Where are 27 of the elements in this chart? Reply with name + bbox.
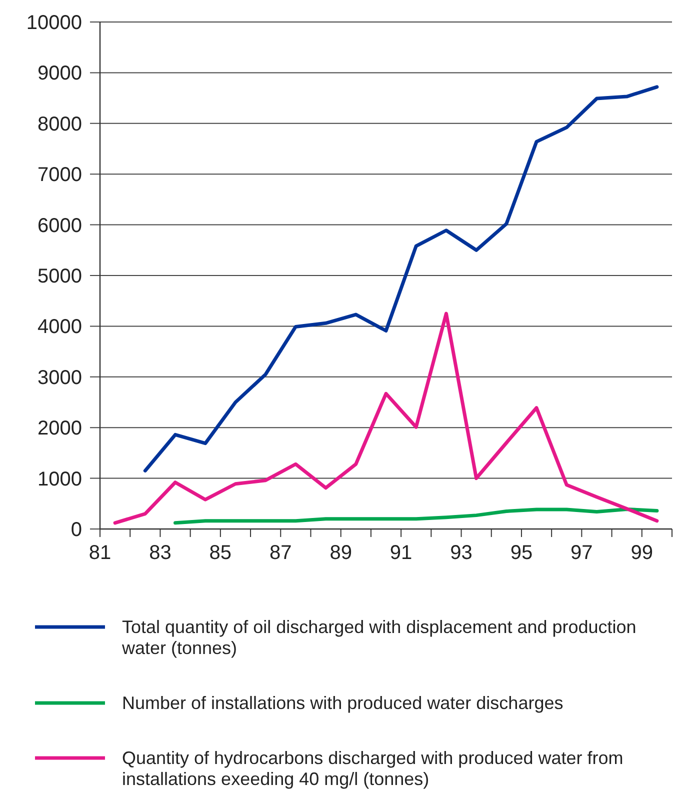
- x-tick-label: 97: [570, 542, 593, 564]
- y-tick-label: 2000: [38, 418, 82, 440]
- y-tick-label: 4000: [38, 316, 82, 338]
- y-tick-label: 8000: [38, 113, 82, 136]
- legend-label: Quantity of hydrocarbons discharged with produced water from installations exeeding 40 mg/l (tonnes): [122, 748, 624, 789]
- line-series: [174, 507, 659, 525]
- y-tick-label: 3000: [38, 366, 82, 389]
- legend-label: Total quantity of oil discharged with displacement and production water (tonnes): [121, 617, 636, 658]
- x-tick-label: 99: [630, 542, 654, 564]
- legend-label: Number of installations with produced water discharges: [122, 693, 564, 713]
- y-tick-label: 9000: [38, 62, 82, 85]
- y-tick-label: 0: [70, 519, 82, 541]
- y-tick-label: 10000: [26, 12, 82, 34]
- x-tick-label: 95: [510, 542, 533, 564]
- x-tick-label: 87: [270, 542, 292, 564]
- line-series: [143, 85, 659, 472]
- line-series: [113, 312, 659, 525]
- x-tick-label: 93: [450, 542, 472, 564]
- x-tick-label: 83: [149, 542, 172, 564]
- x-tick-label: 89: [330, 542, 352, 564]
- y-tick-label: 5000: [38, 266, 82, 288]
- y-tick-label: 1000: [38, 468, 82, 490]
- y-tick-label: 6000: [38, 214, 82, 237]
- y-tick-label: 7000: [38, 164, 82, 186]
- x-tick-label: 85: [209, 542, 232, 564]
- x-tick-label: 81: [88, 542, 112, 564]
- x-tick-label: 91: [390, 542, 412, 564]
